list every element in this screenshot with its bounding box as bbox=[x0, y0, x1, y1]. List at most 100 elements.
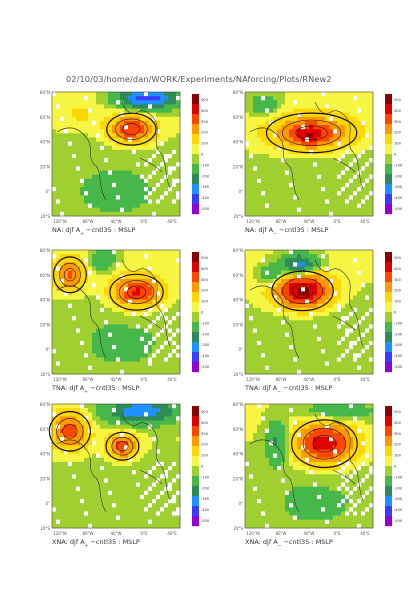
grid-cell bbox=[176, 283, 181, 288]
grid-cell bbox=[84, 295, 89, 300]
grid-cell bbox=[100, 336, 105, 342]
grid-cell bbox=[172, 449, 177, 454]
grid-cell bbox=[176, 166, 181, 171]
grid-cell bbox=[289, 145, 294, 151]
grid-cell bbox=[92, 270, 97, 276]
grid-cell bbox=[124, 490, 129, 496]
grid-cell bbox=[261, 125, 266, 130]
grid-cell bbox=[60, 507, 65, 512]
grid-cell bbox=[257, 211, 262, 217]
grid-cell bbox=[132, 199, 137, 204]
grid-cell bbox=[313, 129, 318, 134]
grid-cell bbox=[168, 474, 173, 479]
grid-cell bbox=[329, 154, 334, 159]
grid-cell bbox=[112, 258, 117, 263]
grid-cell bbox=[84, 453, 89, 459]
grid-cell bbox=[345, 262, 350, 267]
grid-cell bbox=[60, 449, 65, 454]
lat-tick-label: 0° bbox=[238, 347, 243, 352]
grid-cell bbox=[108, 262, 113, 267]
grid-cell bbox=[124, 511, 129, 516]
grid-cell bbox=[333, 158, 338, 163]
grid-cell bbox=[100, 353, 105, 358]
grid-cell bbox=[68, 116, 73, 122]
grid-cell bbox=[80, 486, 85, 492]
grid-cell bbox=[160, 453, 165, 459]
grid-cell bbox=[140, 199, 145, 204]
grid-cell bbox=[144, 523, 149, 529]
grid-cell bbox=[261, 191, 266, 196]
grid-cell bbox=[100, 345, 105, 350]
grid-cell bbox=[301, 332, 306, 338]
grid-cell bbox=[132, 499, 137, 504]
grid-cell bbox=[108, 507, 113, 512]
grid-cell bbox=[68, 141, 73, 147]
grid-cell bbox=[317, 307, 322, 313]
grid-cell bbox=[72, 490, 77, 496]
grid-cell bbox=[92, 170, 97, 175]
grid-cell bbox=[112, 203, 117, 209]
grid-cell bbox=[104, 437, 109, 442]
grid-cell bbox=[152, 361, 157, 367]
grid-cell bbox=[297, 320, 302, 325]
grid-cell bbox=[100, 303, 105, 309]
grid-cell bbox=[128, 445, 133, 450]
grid-cell bbox=[160, 490, 165, 496]
grid-cell bbox=[168, 428, 173, 434]
grid-cell bbox=[176, 353, 181, 358]
grid-cell bbox=[309, 336, 314, 342]
grid-cell bbox=[325, 332, 330, 338]
grid-cell bbox=[277, 178, 282, 184]
grid-cell bbox=[253, 324, 258, 329]
grid-cell bbox=[140, 503, 145, 508]
grid-cell bbox=[301, 207, 306, 213]
grid-cell bbox=[120, 191, 125, 196]
grid-cell bbox=[108, 503, 113, 508]
grid-cell bbox=[140, 116, 145, 122]
grid-cell bbox=[128, 207, 133, 213]
grid-cell bbox=[353, 320, 358, 325]
grid-cell bbox=[285, 137, 290, 142]
grid-cell bbox=[108, 369, 113, 375]
grid-cell bbox=[112, 361, 117, 367]
grid-cell bbox=[76, 361, 81, 367]
grid-cell bbox=[349, 199, 354, 204]
grid-cell bbox=[361, 195, 366, 200]
contour-line bbox=[122, 123, 141, 136]
grid-cell bbox=[160, 116, 165, 122]
grid-cell bbox=[285, 129, 290, 134]
grid-cell bbox=[144, 361, 149, 367]
grid-cell bbox=[52, 503, 57, 508]
grid-cell bbox=[72, 357, 77, 362]
grid-cell bbox=[60, 511, 65, 516]
grid-cell bbox=[124, 445, 129, 450]
grid-cell bbox=[56, 262, 61, 267]
grid-cell bbox=[116, 511, 121, 516]
grid-cell bbox=[357, 369, 362, 375]
grid-cell bbox=[265, 166, 270, 171]
grid-cell bbox=[281, 92, 286, 97]
grid-cell bbox=[104, 449, 109, 454]
grid-cell bbox=[325, 365, 330, 371]
grid-cell bbox=[329, 274, 334, 280]
grid-cell bbox=[293, 369, 298, 375]
grid-cell bbox=[369, 108, 374, 113]
grid-cell bbox=[76, 432, 81, 438]
grid-cell bbox=[92, 470, 97, 475]
grid-cell bbox=[88, 158, 93, 163]
grid-cell bbox=[104, 470, 109, 475]
grid-cell bbox=[88, 104, 93, 109]
grid-cell bbox=[321, 336, 326, 342]
grid-cell bbox=[148, 195, 153, 200]
grid-cell bbox=[104, 412, 109, 417]
grid-cell bbox=[269, 137, 274, 142]
grid-cell bbox=[68, 320, 73, 325]
grid-cell bbox=[273, 166, 278, 171]
grid-cell bbox=[309, 149, 314, 155]
grid-cell bbox=[64, 404, 69, 409]
grid-cell bbox=[60, 92, 65, 97]
grid-cell bbox=[120, 428, 125, 434]
grid-cell bbox=[168, 283, 173, 288]
grid-cell bbox=[124, 133, 129, 138]
grid-cell bbox=[317, 299, 322, 305]
